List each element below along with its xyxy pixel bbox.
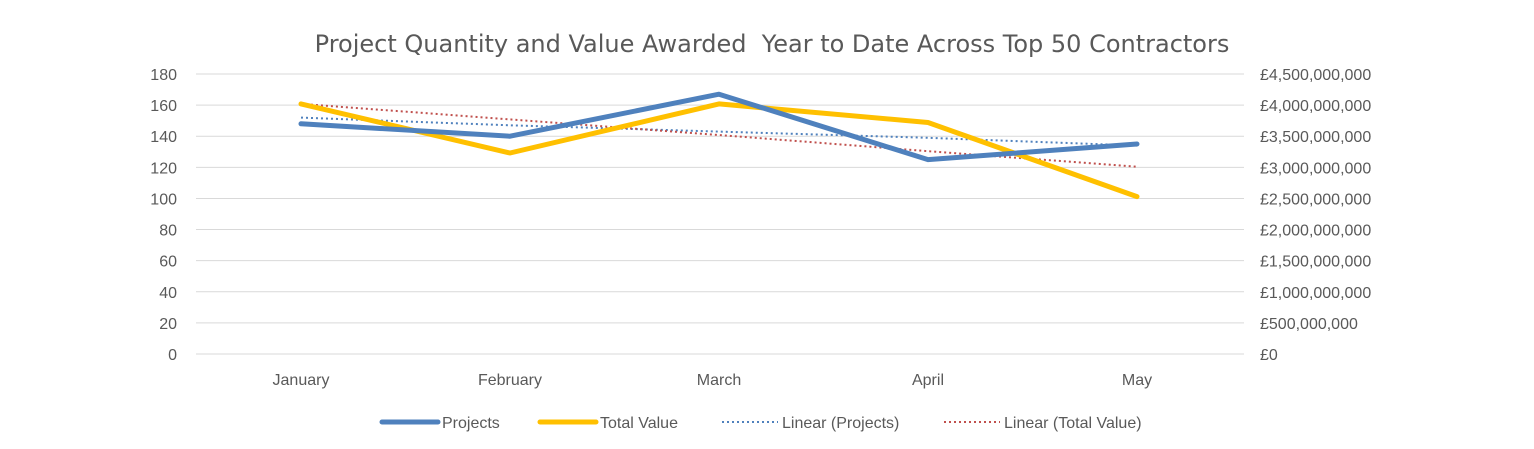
right-tick-label: £2,000,000,000 [1260, 223, 1371, 240]
series-line-total-value [298, 101, 1140, 200]
legend-label: Projects [442, 415, 500, 432]
right-tick-label: £3,000,000,000 [1260, 160, 1371, 177]
left-y-axis: 0 20 40 60 80 100 120 140 160 180 [150, 67, 177, 364]
right-tick-label: £4,500,000,000 [1260, 67, 1371, 84]
legend-item: Linear (Projects) [722, 415, 899, 432]
right-tick-label: £1,500,000,000 [1260, 254, 1371, 271]
left-tick-label: 40 [159, 285, 177, 302]
left-tick-label: 0 [168, 347, 177, 364]
legend-label: Linear (Projects) [782, 415, 899, 432]
left-tick-label: 80 [159, 223, 177, 240]
legend-item: Projects [379, 415, 500, 432]
left-tick-label: 140 [150, 129, 177, 146]
left-tick-label: 20 [159, 316, 177, 333]
right-tick-label: £1,000,000,000 [1260, 285, 1371, 302]
x-tick-label: January [273, 372, 330, 389]
x-tick-label: March [697, 372, 741, 389]
right-tick-label: £0 [1260, 347, 1278, 364]
legend-label: Linear (Total Value) [1004, 415, 1142, 432]
series-lines [298, 91, 1140, 200]
series-line-projects [298, 91, 1140, 163]
left-tick-label: 160 [150, 98, 177, 115]
right-tick-label: £500,000,000 [1260, 316, 1358, 333]
legend-item: Total Value [537, 415, 678, 432]
left-tick-label: 60 [159, 254, 177, 271]
left-tick-label: 100 [150, 191, 177, 208]
left-tick-label: 120 [150, 160, 177, 177]
x-tick-label: February [478, 372, 542, 389]
chart-title: Project Quantity and Value Awarded Year … [315, 30, 1230, 58]
right-tick-label: £2,500,000,000 [1260, 191, 1371, 208]
x-tick-label: April [912, 372, 944, 389]
legend: Projects Total Value Linear (Projects) Line… [379, 415, 1142, 432]
right-tick-label: £4,000,000,000 [1260, 98, 1371, 115]
x-tick-label: May [1122, 372, 1152, 389]
legend-label: Total Value [600, 415, 678, 432]
right-tick-label: £3,500,000,000 [1260, 129, 1371, 146]
legend-item: Linear (Total Value) [944, 415, 1142, 432]
x-axis: January February March April May [273, 372, 1153, 389]
right-y-axis: £0 £500,000,000 £1,000,000,000 £1,500,000,0… [1260, 67, 1371, 364]
left-tick-label: 180 [150, 67, 177, 84]
